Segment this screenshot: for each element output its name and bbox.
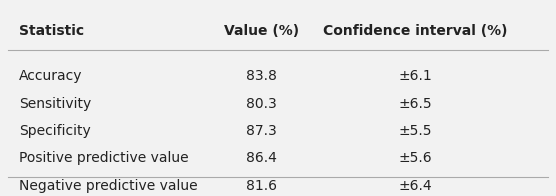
Text: 83.8: 83.8 <box>246 69 277 83</box>
Text: Sensitivity: Sensitivity <box>19 97 92 111</box>
Text: Statistic: Statistic <box>19 24 85 38</box>
Text: Specificity: Specificity <box>19 124 91 138</box>
Text: Negative predictive value: Negative predictive value <box>19 179 198 193</box>
Text: Confidence interval (%): Confidence interval (%) <box>324 24 508 38</box>
Text: 87.3: 87.3 <box>246 124 277 138</box>
Text: ±6.5: ±6.5 <box>399 97 433 111</box>
Text: ±6.4: ±6.4 <box>399 179 433 193</box>
Text: ±5.5: ±5.5 <box>399 124 433 138</box>
Text: 80.3: 80.3 <box>246 97 277 111</box>
Text: ±5.6: ±5.6 <box>399 151 433 165</box>
Text: Value (%): Value (%) <box>224 24 299 38</box>
Text: Positive predictive value: Positive predictive value <box>19 151 189 165</box>
Text: 86.4: 86.4 <box>246 151 277 165</box>
Text: 81.6: 81.6 <box>246 179 277 193</box>
Text: Accuracy: Accuracy <box>19 69 83 83</box>
Text: ±6.1: ±6.1 <box>399 69 433 83</box>
